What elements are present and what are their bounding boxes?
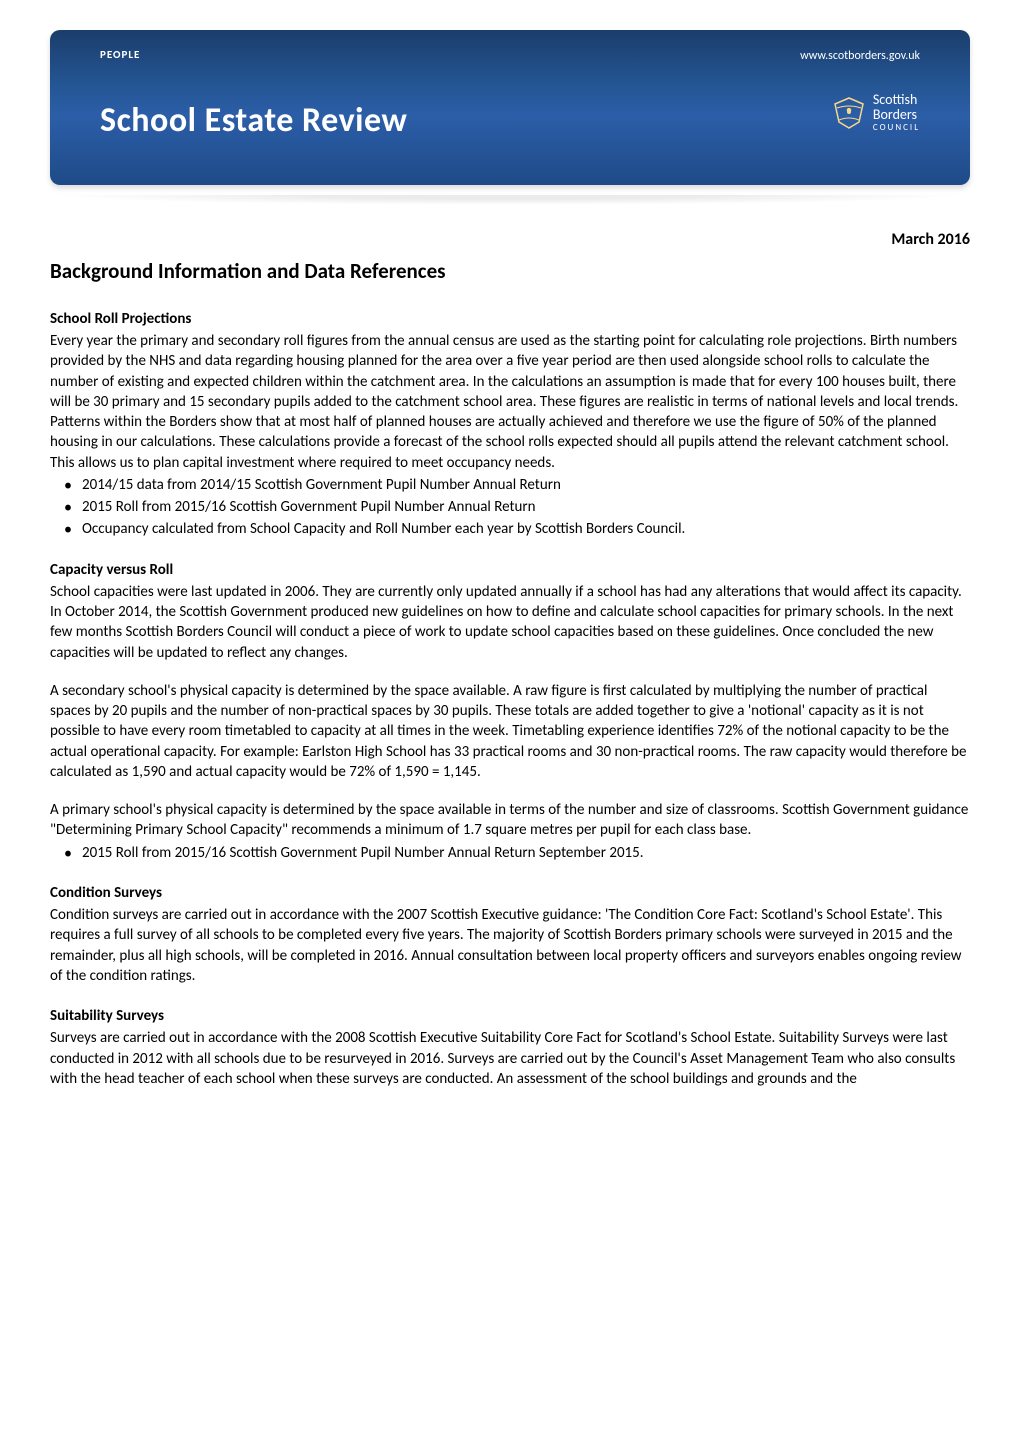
body-paragraph: Condition surveys are carried out in acc… <box>50 905 970 986</box>
section-heading: Condition Surveys <box>50 883 970 903</box>
section-heading: Suitability Surveys <box>50 1006 970 1026</box>
section-suitability-surveys: Suitability Surveys Surveys are carried … <box>50 1006 970 1089</box>
body-paragraph: A primary school's physical capacity is … <box>50 800 970 841</box>
body-paragraph: A secondary school's physical capacity i… <box>50 681 970 782</box>
council-logo-text: Scottish Borders COUNCIL <box>873 92 920 133</box>
header-banner: PEOPLE www.scotborders.gov.uk School Est… <box>50 30 970 185</box>
body-paragraph: Surveys are carried out in accordance wi… <box>50 1028 970 1089</box>
logo-line-3: COUNCIL <box>873 123 920 133</box>
section-heading: School Roll Projections <box>50 309 970 329</box>
list-item: 2015 Roll from 2015/16 Scottish Governme… <box>50 497 970 517</box>
bullet-list: 2015 Roll from 2015/16 Scottish Governme… <box>50 843 970 863</box>
list-item: 2015 Roll from 2015/16 Scottish Governme… <box>50 843 970 863</box>
section-capacity-versus-roll: Capacity versus Roll School capacities w… <box>50 560 970 863</box>
logo-line-2: Borders <box>873 107 920 122</box>
logo-line-1: Scottish <box>873 92 920 107</box>
council-logo: Scottish Borders COUNCIL <box>831 92 920 133</box>
page-title: Background Information and Data Referenc… <box>50 257 970 285</box>
banner-category-label: PEOPLE <box>100 48 140 63</box>
list-item: 2014/15 data from 2014/15 Scottish Gover… <box>50 475 970 495</box>
body-paragraph: Every year the primary and secondary rol… <box>50 331 970 473</box>
banner-title: School Estate Review <box>100 98 407 144</box>
list-item: Occupancy calculated from School Capacit… <box>50 519 970 539</box>
document-date: March 2016 <box>50 229 970 251</box>
banner-shadow <box>50 195 970 205</box>
body-paragraph: School capacities were last updated in 2… <box>50 582 970 663</box>
section-heading: Capacity versus Roll <box>50 560 970 580</box>
bullet-list: 2014/15 data from 2014/15 Scottish Gover… <box>50 475 970 540</box>
council-crest-icon <box>831 94 867 130</box>
section-condition-surveys: Condition Surveys Condition surveys are … <box>50 883 970 986</box>
banner-url: www.scotborders.gov.uk <box>800 48 920 64</box>
section-school-roll-projections: School Roll Projections Every year the p… <box>50 309 970 540</box>
